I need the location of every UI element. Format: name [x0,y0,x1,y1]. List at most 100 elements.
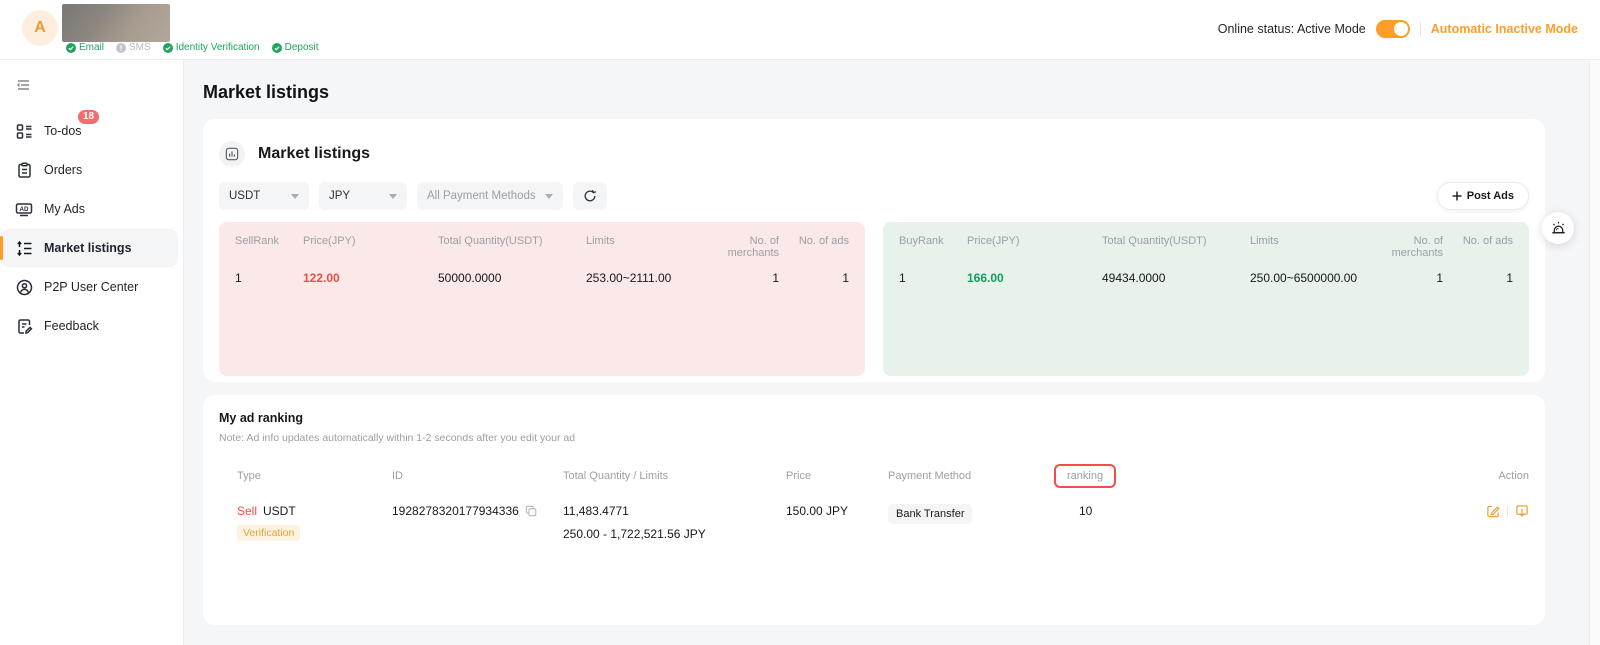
my-ads-icon: AD [15,200,33,218]
ad-actions-cell [1486,504,1529,518]
col-price: Price [786,470,812,482]
badge-deposit-label: Deposit [284,42,319,53]
my-ad-ranking-card: My ad ranking Note: Ad info updates auto… [203,395,1545,625]
online-status-label: Online status: Active Mode [1217,22,1366,36]
online-status-controls: Online status: Active Mode Automatic Ina… [1218,20,1578,38]
page-title: Market listings [203,82,330,102]
scrollbar-track[interactable] [1589,60,1600,645]
buy-rank-panel: BuyRank Price(JPY) Total Quantity(USDT) … [883,222,1529,376]
buy-merchants: 1 [1436,271,1443,285]
ranking-card-note: Note: Ad info updates automatically with… [219,432,576,444]
sidebar-item-todos[interactable]: To-dos 18 [0,110,183,150]
payment-method-chip: Bank Transfer [888,504,973,524]
ad-asset: USDT [263,504,296,518]
verification-badges: Email SMS Identity Verification Deposit [66,42,319,53]
refresh-button[interactable] [573,182,607,210]
sell-price: 122.00 [303,271,340,285]
sidebar-item-my-ads[interactable]: AD My Ads [0,190,183,228]
col-ranking: ranking [1054,464,1225,488]
col-ads: No. of ads [798,235,849,247]
badge-deposit: Deposit [271,42,319,53]
ad-side: Sell [237,504,258,518]
buy-limits: 250.00~6500000.00 [1250,271,1358,285]
col-price: Price(JPY) [967,235,1020,247]
edit-ad-icon[interactable] [1486,504,1500,518]
todos-count-badge: 18 [78,110,100,124]
sell-limits: 253.00~2111.00 [586,271,672,285]
sidebar-nav: To-dos 18 Orders AD My Ads [0,110,183,345]
username-blurred [62,4,170,42]
sell-rank-panel: SellRank Price(JPY) Total Quantity(USDT)… [219,222,865,376]
fiat-select-value: JPY [329,190,351,202]
online-status-toggle[interactable] [1375,20,1410,38]
sidebar-item-label: Feedback [44,319,99,333]
col-payment-method: Payment Method [888,470,972,482]
action-divider [1507,505,1508,517]
sell-merchants: 1 [772,271,779,285]
market-panels: SellRank Price(JPY) Total Quantity(USDT)… [219,222,1529,376]
ad-quantity: 11,483.4771 [563,504,629,518]
top-bar: A Email SMS Identity Verification Deposi… [0,0,1600,60]
ranking-card-title: My ad ranking [219,411,304,425]
col-type: Type [237,470,261,482]
alarm-fab-button[interactable] [1542,212,1574,244]
buy-ads: 1 [1506,271,1513,285]
sidebar-collapse-icon[interactable] [14,76,32,94]
divider [1419,22,1421,36]
check-circle-icon [66,42,76,53]
asset-select-value: USDT [229,190,261,202]
badge-identity-label: Identity Verification [175,42,260,53]
asset-select[interactable]: USDT [219,182,309,210]
fiat-select[interactable]: JPY [319,182,407,210]
col-sellrank: SellRank [235,235,280,247]
market-listings-card: Market listings USDT JPY All Payment Met… [203,119,1574,382]
payment-method-select[interactable]: All Payment Methods [417,182,563,210]
buy-price: 166.00 [967,271,1004,285]
market-listings-icon [15,239,33,257]
sidebar-item-label: P2P User Center [44,280,139,294]
sidebar-item-label: Market listings [44,241,132,255]
sidebar-item-label: To-dos [44,124,82,138]
bar-chart-icon [219,141,245,167]
badge-email-label: Email [79,42,105,53]
buy-rank: 1 [899,271,906,285]
ad-price: 150.00 JPY [786,504,849,518]
ad-payment-cell: Bank Transfer [888,504,1065,524]
col-limits: Limits [586,235,615,247]
svg-text:AD: AD [20,206,29,213]
ad-id-cell: 1928278320177934336 [392,504,563,518]
ad-limits: 250.00 - 1,722,521.56 JPY [563,527,706,541]
sidebar-item-orders[interactable]: Orders [0,151,183,189]
automatic-inactive-mode-link[interactable]: Automatic Inactive Mode [1430,22,1578,36]
badge-sms-label: SMS [129,42,151,53]
col-limits: Limits [1250,235,1279,247]
col-id: ID [392,470,403,482]
col-quantity: Total Quantity(USDT) [438,235,543,247]
sidebar-item-feedback[interactable]: Feedback [0,307,183,345]
avatar[interactable]: A [22,10,58,46]
post-ads-button[interactable]: Post Ads [1436,182,1529,210]
ranking-table: Type ID Total Quantity / Limits Price Pa… [219,464,1529,541]
post-ads-label: Post Ads [1466,190,1514,202]
col-quantity-limits: Total Quantity / Limits [563,470,669,482]
sidebar-item-p2p-user-center[interactable]: P2P User Center [0,268,183,306]
ad-type-cell: Sell USDT Verification [237,504,392,541]
sell-table-row: 1 122.00 50000.0000 253.00~2111.00 1 1 [235,271,849,285]
sidebar-item-label: Orders [44,163,83,177]
col-buyrank: BuyRank [899,235,944,247]
sidebar-item-label: My Ads [44,202,85,216]
sidebar-item-market-listings[interactable]: Market listings [0,229,178,267]
sidebar: To-dos 18 Orders AD My Ads [0,60,184,645]
copy-icon[interactable] [525,505,537,517]
feedback-icon [15,317,33,335]
todos-icon [15,122,33,140]
verification-badge: Verification [237,525,301,541]
col-merchants: No. of merchants [1391,235,1443,259]
buy-table-header: BuyRank Price(JPY) Total Quantity(USDT) … [899,235,1513,259]
plus-icon [1452,191,1462,201]
orders-icon [15,161,33,179]
take-down-ad-icon[interactable] [1515,504,1529,518]
ranking-table-header: Type ID Total Quantity / Limits Price Pa… [237,464,1529,488]
payment-select-value: All Payment Methods [427,190,536,202]
